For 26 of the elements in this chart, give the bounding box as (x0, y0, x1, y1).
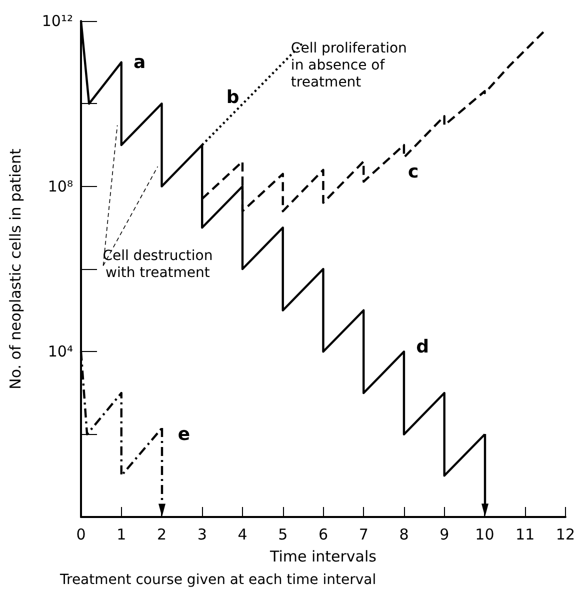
text: Treatment course given at each time interval (59, 572, 376, 588)
x-tick-label: 3 (197, 526, 207, 544)
x-tick-label: 7 (358, 526, 368, 544)
y-tick-label: 10⁸ (48, 177, 73, 196)
x-tick-label: 9 (440, 526, 450, 544)
x-tick-label: 11 (516, 526, 535, 544)
x-tick-label: 8 (399, 526, 409, 544)
x-tick-label: 10 (475, 526, 494, 544)
annotation: Cell proliferation in absence of treatment (290, 40, 407, 90)
y-tick-label: 10¹² (42, 12, 73, 30)
annotation: c (408, 162, 419, 183)
x-tick-label: 1 (116, 526, 126, 544)
x-tick-label: 0 (76, 526, 86, 544)
x-tick-label: 4 (238, 526, 248, 544)
x-tick-label: 12 (556, 526, 576, 544)
x-tick-label: 2 (156, 526, 167, 544)
x-axis-title: Time intervals (268, 548, 377, 566)
annotation: e (178, 424, 190, 445)
annotation: Cell destruction with treatment (102, 248, 213, 282)
x-tick-label: 6 (318, 526, 328, 544)
y-axis-title: No. of neoplastic cells in patient (6, 148, 24, 390)
x-tick-label: 5 (278, 526, 288, 544)
y-tick-label: 10⁴ (48, 342, 73, 361)
annotation: a (133, 52, 146, 73)
annotation: b (226, 87, 240, 108)
annotation: d (416, 336, 429, 358)
